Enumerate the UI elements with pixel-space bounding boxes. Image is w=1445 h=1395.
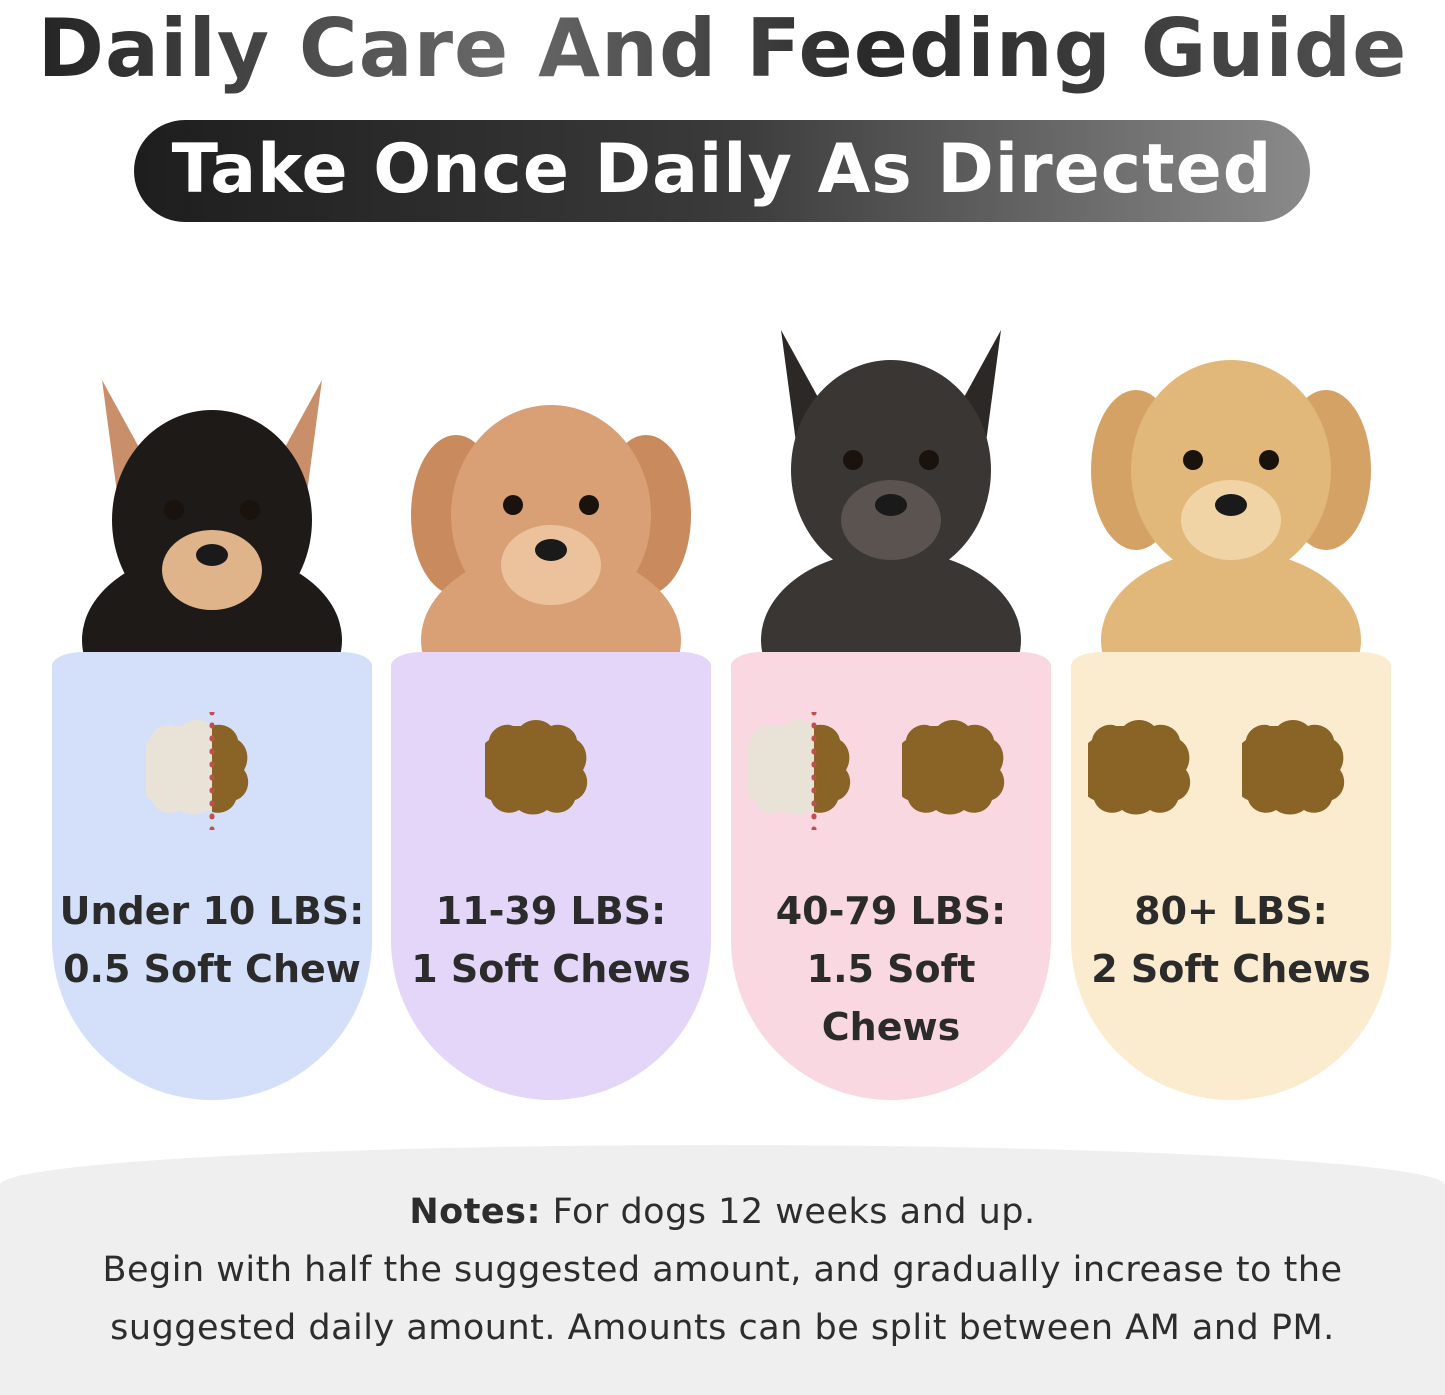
dosage-card: Under 10 LBS: 0.5 Soft Chew xyxy=(52,652,372,1100)
weight-range: 80+ LBS: xyxy=(1134,889,1328,933)
notes-line-2: Begin with half the suggested amount, an… xyxy=(102,1250,1343,1290)
notes-line-1: For dogs 12 weeks and up. xyxy=(541,1192,1036,1232)
notes-label: Notes: xyxy=(409,1192,541,1232)
soft-chew-icon xyxy=(902,720,1005,815)
chew-illustration xyxy=(52,712,372,830)
half-soft-chew-icon xyxy=(146,712,249,830)
soft-chew-icon xyxy=(1242,720,1345,815)
poodle-image xyxy=(401,365,701,730)
weight-range: Under 10 LBS: xyxy=(59,889,365,933)
subtitle-banner: Take Once Daily As Directed xyxy=(134,120,1310,222)
golden-retriever-image xyxy=(1081,320,1381,730)
notes-section: Notes: For dogs 12 weeks and up. Begin w… xyxy=(0,1145,1445,1395)
dose-amount: 1.5 Soft Chews xyxy=(806,947,976,1049)
dosage-card: 80+ LBS: 2 Soft Chews xyxy=(1071,652,1391,1100)
soft-chew-icon xyxy=(485,720,588,815)
dosage-card: 40-79 LBS: 1.5 Soft Chews xyxy=(731,652,1051,1100)
dose-amount: 0.5 Soft Chew xyxy=(63,947,361,991)
notes-line-3: suggested daily amount. Amounts can be s… xyxy=(110,1308,1335,1348)
weight-range: 11-39 LBS: xyxy=(435,889,667,933)
dosage-card: 11-39 LBS: 1 Soft Chews xyxy=(391,652,711,1100)
dose-amount: 1 Soft Chews xyxy=(411,947,691,991)
french-bulldog-image xyxy=(741,320,1041,730)
soft-chew-icon xyxy=(1088,720,1191,815)
half-soft-chew-icon xyxy=(748,712,851,830)
dose-amount: 2 Soft Chews xyxy=(1091,947,1371,991)
chihuahua-image xyxy=(62,370,362,730)
page-title: Daily Care And Feeding Guide xyxy=(0,2,1445,95)
chew-illustration xyxy=(731,712,1051,830)
chew-illustration xyxy=(1071,712,1391,830)
chew-illustration xyxy=(391,712,711,830)
weight-range: 40-79 LBS: xyxy=(775,889,1007,933)
